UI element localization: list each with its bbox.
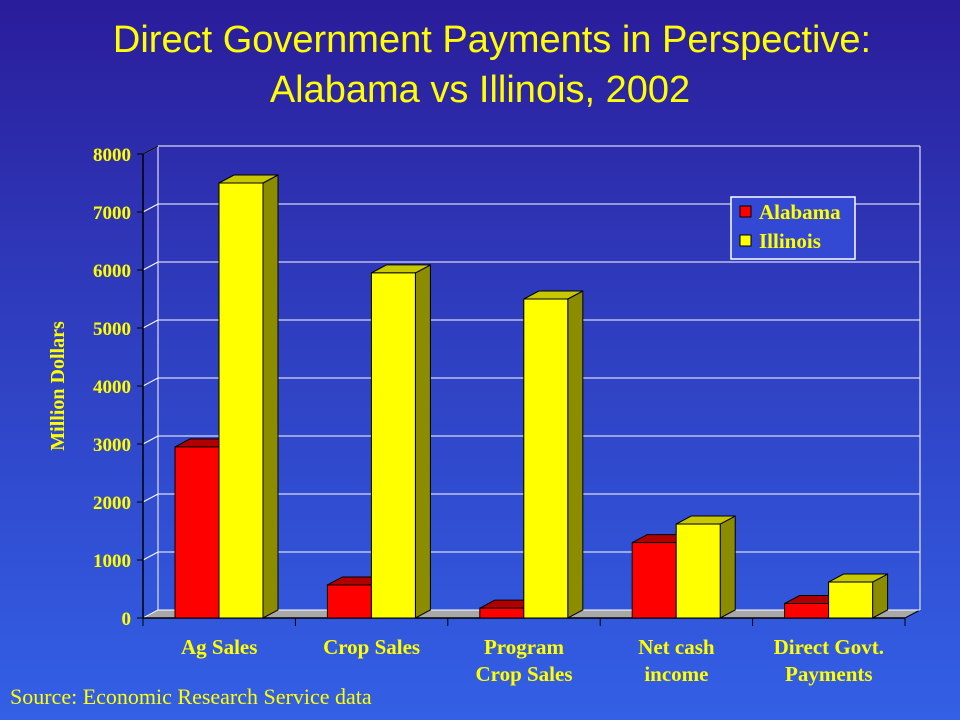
bar-illinois-1 xyxy=(370,264,431,619)
source-note: Source: Economic Research Service data xyxy=(10,684,372,709)
y-tick-label: 1000 xyxy=(93,551,131,572)
bar-side xyxy=(262,174,279,619)
y-tick-label: 3000 xyxy=(93,435,131,456)
gridline-side xyxy=(142,319,159,329)
gridline-side xyxy=(142,203,159,213)
bar-side xyxy=(719,515,736,619)
legend-label-alabama: Alabama xyxy=(759,200,841,224)
x-tick-label: Net cash xyxy=(638,635,715,659)
y-tick-label: 5000 xyxy=(93,319,131,340)
legend: Alabama Illinois xyxy=(730,196,856,260)
y-axis-top xyxy=(142,145,159,155)
legend-swatch-alabama xyxy=(739,205,752,218)
chart-title-line1: Direct Government Payments in Perspectiv… xyxy=(112,19,872,61)
legend-label-illinois: Illinois xyxy=(759,229,821,253)
bar-illinois-0 xyxy=(218,174,279,619)
y-tick-label: 6000 xyxy=(93,261,131,282)
x-tick-label: Crop Sales xyxy=(323,635,420,659)
bar-front xyxy=(218,182,264,619)
gridline-side xyxy=(142,435,159,445)
y-tick-label: 4000 xyxy=(93,377,131,398)
x-tick-label: Program xyxy=(484,635,565,659)
y-tick-label: 2000 xyxy=(93,493,131,514)
bar-illinois-2 xyxy=(523,290,584,619)
bar-front xyxy=(174,446,220,619)
gridline-side xyxy=(142,551,159,561)
bar-front xyxy=(523,298,569,619)
legend-box xyxy=(730,196,856,260)
bar-front xyxy=(675,523,721,619)
y-tick-label: 0 xyxy=(122,609,132,630)
x-tick-label: income xyxy=(644,662,708,686)
x-tick-label: Crop Sales xyxy=(475,662,572,686)
gridline-side xyxy=(142,377,159,387)
gridline-side xyxy=(142,493,159,503)
y-tick-label: 7000 xyxy=(93,203,131,224)
x-tick-label: Ag Sales xyxy=(181,635,257,659)
legend-swatch-illinois xyxy=(739,234,752,247)
y-tick-label: 8000 xyxy=(93,145,131,166)
bar-illinois-4 xyxy=(828,573,889,619)
chart-title-line2: Alabama vs Illinois, 2002 xyxy=(269,69,691,111)
bar-front xyxy=(370,272,416,619)
x-tick-label: Direct Govt. xyxy=(774,635,884,659)
gridline-side xyxy=(142,609,159,619)
bar-side xyxy=(567,290,584,619)
bar-side xyxy=(414,264,431,619)
y-axis-label: Million Dollars xyxy=(47,321,69,451)
bar-illinois-3 xyxy=(675,515,736,619)
gridline-side xyxy=(142,261,159,271)
x-tick-label: Payments xyxy=(785,662,873,686)
bar-front xyxy=(479,607,525,619)
bar-front xyxy=(631,542,677,619)
bar-front xyxy=(784,603,830,619)
bar-front xyxy=(326,584,372,619)
bar-front xyxy=(828,581,874,619)
